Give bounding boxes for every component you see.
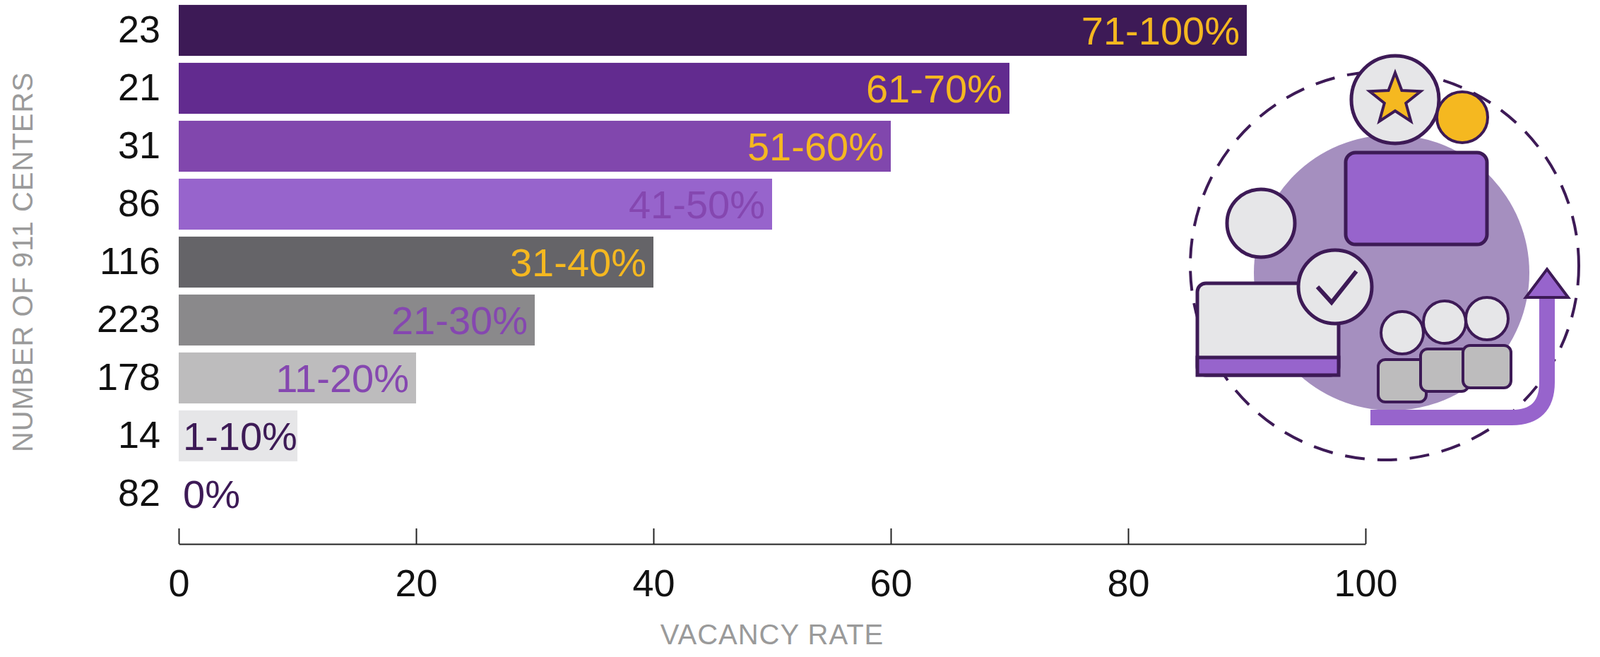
bar <box>178 410 298 462</box>
y-tick-label: 116 <box>99 239 161 282</box>
x-axis-line <box>179 543 1367 546</box>
x-tick: 0 <box>168 528 190 604</box>
bars <box>178 4 1247 462</box>
x-tick-mark <box>890 528 893 544</box>
icon-part <box>1298 250 1372 324</box>
bar <box>178 62 1010 114</box>
icon-part <box>1465 297 1509 340</box>
icon-part <box>1345 152 1487 245</box>
icon-part <box>1378 359 1427 402</box>
icon-part <box>1436 91 1488 143</box>
bar-label: 11-20% <box>275 356 410 401</box>
y-tick-label: 21 <box>117 65 161 109</box>
y-tick-label: 82 <box>117 471 161 514</box>
y-tick: 116 <box>99 239 161 282</box>
y-tick: 178 <box>96 355 161 398</box>
y-axis: 23 21 31 86 116 223 178 14 82 <box>96 7 161 514</box>
bar <box>178 4 1247 56</box>
x-tick-mark <box>416 528 418 544</box>
bar <box>178 236 654 288</box>
bar <box>178 352 417 404</box>
x-tick: 80 <box>1106 528 1150 604</box>
bar-label: 31-40% <box>510 240 647 285</box>
x-tick-label: 60 <box>869 561 912 604</box>
icon-part <box>1197 357 1339 376</box>
bar <box>178 120 891 172</box>
bar <box>178 468 180 520</box>
y-tick: 31 <box>117 123 161 167</box>
x-tick: 100 <box>1333 528 1398 604</box>
bar-label: 1-10% <box>182 413 298 459</box>
y-tick-label: 23 <box>117 7 161 51</box>
x-tick-mark <box>178 528 181 544</box>
icon <box>1190 55 1579 460</box>
y-tick: 23 <box>117 7 161 51</box>
x-tick-label: 80 <box>1106 561 1150 604</box>
x-axis-title: VACANCY RATE <box>660 618 885 650</box>
y-tick: 14 <box>117 413 161 456</box>
bar-label: 71-100% <box>1081 8 1240 53</box>
y-tick: 21 <box>117 65 161 109</box>
y-tick-label: 31 <box>117 123 161 167</box>
y-tick-label: 14 <box>117 413 161 456</box>
icon-part <box>1369 72 1421 122</box>
y-tick-label: 223 <box>96 297 161 340</box>
x-tick-mark <box>1365 528 1367 544</box>
x-axis: 0 20 40 60 80 100 <box>168 528 1398 604</box>
x-tick: 40 <box>632 528 675 604</box>
bar-label: 61-70% <box>866 66 1003 111</box>
icon-part <box>1227 189 1295 258</box>
y-tick: 82 <box>117 471 161 514</box>
chart: 71-100% 61-70% 51-60% 41-50% 31-40% 21-30% 11-… <box>0 0 1600 657</box>
bar <box>178 178 773 230</box>
x-tick: 60 <box>869 528 912 604</box>
icon-part <box>1423 300 1466 344</box>
x-tick-label: 20 <box>394 561 438 604</box>
x-tick-label: 0 <box>168 561 190 604</box>
x-tick-mark <box>653 528 655 544</box>
y-tick-label: 178 <box>96 355 161 398</box>
y-tick: 223 <box>96 297 161 340</box>
bar-labels: 71-100% 61-70% 51-60% 41-50% 31-40% 21-30% 11-… <box>182 8 1240 517</box>
x-tick: 20 <box>394 528 438 604</box>
bar-label: 21-30% <box>391 298 528 343</box>
x-tick-mark <box>1128 528 1130 544</box>
bar-label: 51-60% <box>747 124 884 169</box>
x-tick-label: 40 <box>632 561 675 604</box>
icon-part <box>1381 311 1424 354</box>
icon-part <box>1462 345 1511 388</box>
bar <box>178 294 535 346</box>
y-axis-title: NUMBER OF 911 CENTERS <box>7 72 39 453</box>
icon-part <box>1420 348 1469 392</box>
bar-label: 0% <box>182 471 241 517</box>
icon-part <box>1525 269 1569 298</box>
icon-part <box>1370 293 1548 418</box>
bar-label: 41-50% <box>628 182 766 227</box>
icon-part <box>1351 55 1439 144</box>
y-tick-label: 86 <box>117 181 161 224</box>
y-tick: 86 <box>117 181 161 224</box>
x-tick-label: 100 <box>1333 561 1398 604</box>
icon-part <box>1317 271 1357 303</box>
